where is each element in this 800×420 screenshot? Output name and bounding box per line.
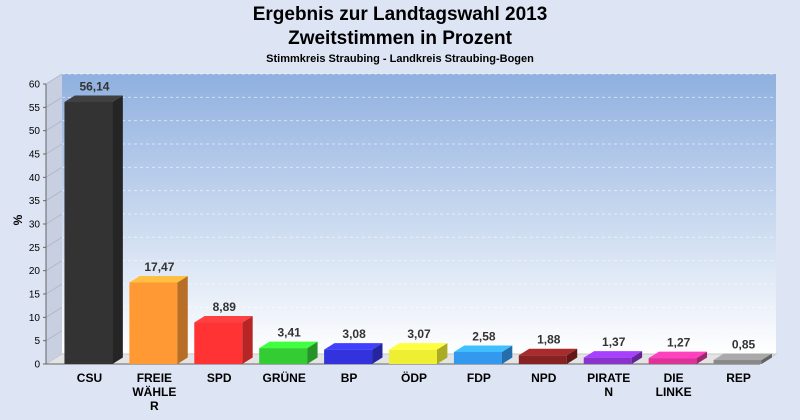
x-tick-label: BP bbox=[341, 371, 358, 385]
gridline-side bbox=[45, 306, 63, 318]
bar bbox=[713, 353, 772, 364]
data-label: 2,58 bbox=[472, 329, 496, 343]
bar-top bbox=[583, 351, 643, 358]
bar bbox=[583, 351, 643, 364]
y-axis-label: % bbox=[11, 214, 25, 225]
bar-top bbox=[324, 343, 383, 350]
bar-side bbox=[437, 343, 448, 364]
x-tick-label: CSU bbox=[77, 371, 102, 385]
data-label: 8,89 bbox=[213, 300, 237, 314]
bar-front bbox=[583, 357, 632, 364]
data-label: 56,14 bbox=[79, 80, 109, 94]
bar-front bbox=[389, 349, 437, 364]
bar-top bbox=[194, 316, 253, 323]
bar-front bbox=[259, 348, 308, 364]
bar-front bbox=[453, 351, 502, 364]
y-tick-label: 30 bbox=[29, 220, 41, 231]
y-tick-label: 15 bbox=[29, 290, 41, 301]
bar-front bbox=[64, 102, 113, 364]
data-label: 3,07 bbox=[407, 327, 431, 341]
bar bbox=[518, 348, 578, 364]
x-tick-label: FDP bbox=[467, 371, 491, 385]
bar bbox=[453, 345, 513, 364]
bar-side bbox=[696, 351, 708, 364]
bar-front bbox=[129, 282, 178, 364]
gridline-side bbox=[45, 143, 63, 155]
y-tick-label: 55 bbox=[29, 103, 41, 114]
y-tick-label: 20 bbox=[29, 266, 41, 277]
bar bbox=[194, 316, 253, 364]
y-tick-label: 35 bbox=[29, 196, 41, 207]
bar-front bbox=[324, 349, 373, 364]
y-tick-label: 45 bbox=[29, 150, 41, 161]
x-tick-label: PIRATE N bbox=[587, 371, 630, 399]
bar-top bbox=[648, 351, 708, 359]
data-label: 3,41 bbox=[278, 326, 302, 340]
bar-top bbox=[518, 348, 578, 356]
bar bbox=[259, 341, 318, 364]
bar bbox=[129, 275, 188, 364]
x-tick-label: REP bbox=[726, 371, 751, 385]
bar-top bbox=[259, 341, 318, 349]
data-label: 17,47 bbox=[144, 260, 174, 274]
y-tick-label: 10 bbox=[29, 313, 41, 324]
data-label: 1,88 bbox=[537, 333, 561, 347]
y-tick-label: 25 bbox=[29, 243, 41, 254]
bar-side bbox=[112, 95, 123, 364]
y-tick-label: 5 bbox=[34, 336, 40, 347]
bar-top bbox=[389, 343, 448, 350]
gridline-side bbox=[45, 283, 63, 295]
y-tick-label: 0 bbox=[34, 360, 40, 371]
bar-side bbox=[177, 275, 188, 364]
bar-top bbox=[453, 345, 513, 352]
bar bbox=[324, 343, 383, 364]
y-tick-label: 40 bbox=[29, 173, 41, 184]
bar-top bbox=[129, 275, 188, 283]
data-label: 1,37 bbox=[602, 335, 626, 349]
bar-front bbox=[194, 322, 243, 364]
bar-side bbox=[761, 353, 772, 364]
bar-top bbox=[64, 95, 123, 103]
gridline-side bbox=[45, 330, 63, 342]
x-tick-label: FREIE WÄHLE R bbox=[132, 371, 176, 413]
data-label: 0,85 bbox=[732, 338, 756, 352]
bar bbox=[389, 343, 448, 364]
bar-side bbox=[242, 316, 253, 364]
bar-side bbox=[566, 348, 578, 364]
chart-subtitle-line: Zweitstimmen in Prozent bbox=[288, 28, 512, 49]
x-tick-label: GRÜNE bbox=[263, 370, 306, 385]
x-tick-label: DIE LINKE bbox=[656, 371, 692, 399]
gridline-side bbox=[45, 96, 63, 108]
bar bbox=[64, 95, 123, 364]
data-label: 3,08 bbox=[342, 327, 366, 341]
y-tick-label: 50 bbox=[29, 126, 41, 137]
bar-side bbox=[307, 341, 318, 364]
bar-side bbox=[631, 351, 643, 364]
chart-title: Ergebnis zur Landtagswahl 2013 bbox=[252, 4, 548, 25]
bar-side bbox=[501, 345, 513, 364]
y-tick-label: 60 bbox=[29, 80, 41, 91]
gridline-side bbox=[45, 120, 63, 132]
chart-subtitle: Stimmkreis Straubing - Landkreis Straubi… bbox=[266, 53, 534, 65]
gridline-side bbox=[45, 166, 63, 178]
bar-front bbox=[648, 358, 697, 364]
x-tick-label: NPD bbox=[531, 371, 557, 385]
bar-side bbox=[372, 343, 383, 364]
x-tick-label: ÖDP bbox=[401, 370, 427, 385]
gridline-side bbox=[45, 260, 63, 272]
bar bbox=[648, 351, 708, 364]
gridline-side bbox=[45, 73, 63, 85]
bar-front bbox=[518, 355, 567, 364]
bar-top bbox=[713, 353, 772, 361]
gridline-side bbox=[45, 236, 63, 248]
bar-front bbox=[713, 360, 762, 364]
gridline-side bbox=[45, 213, 63, 225]
x-tick-label: SPD bbox=[207, 371, 232, 385]
gridline-side bbox=[45, 190, 63, 202]
data-label: 1,27 bbox=[667, 336, 691, 350]
